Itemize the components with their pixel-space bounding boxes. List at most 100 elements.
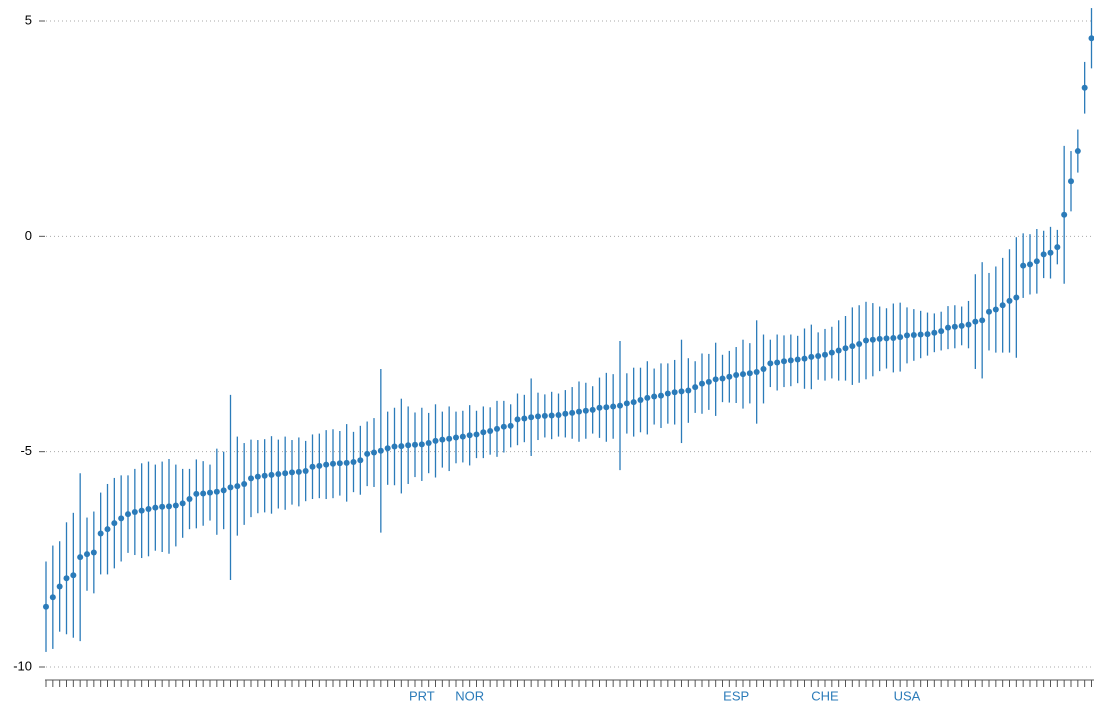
point <box>582 407 589 414</box>
point <box>275 471 282 478</box>
point <box>49 594 56 601</box>
point <box>302 468 309 475</box>
point <box>979 317 986 324</box>
point <box>384 445 391 452</box>
point <box>876 335 883 342</box>
point <box>705 378 712 385</box>
point <box>193 490 200 497</box>
point <box>377 447 384 454</box>
point <box>1033 258 1040 265</box>
point <box>589 406 596 413</box>
point <box>405 442 412 449</box>
point <box>610 403 617 410</box>
point <box>118 515 125 522</box>
point <box>746 370 753 377</box>
point <box>924 331 931 338</box>
point <box>678 388 685 395</box>
point <box>972 318 979 325</box>
point <box>63 575 70 582</box>
point <box>350 459 357 466</box>
point <box>295 468 302 475</box>
point <box>207 489 213 496</box>
x-tick-label: CHE <box>811 688 839 703</box>
point <box>555 412 562 419</box>
point <box>282 470 289 477</box>
point <box>254 473 261 480</box>
point <box>159 503 166 510</box>
point <box>828 349 835 356</box>
point <box>787 357 794 364</box>
point <box>521 415 528 422</box>
point <box>671 389 678 396</box>
point <box>227 484 234 491</box>
point <box>494 425 500 432</box>
point <box>90 549 97 556</box>
point <box>145 505 152 512</box>
point <box>965 321 972 328</box>
point <box>664 390 671 397</box>
point <box>200 490 207 497</box>
point <box>897 334 904 341</box>
point <box>856 341 863 347</box>
point <box>371 449 377 456</box>
point <box>43 603 49 610</box>
x-tick-label: PRT <box>409 688 435 703</box>
point <box>842 345 849 352</box>
point <box>446 435 453 442</box>
point <box>500 423 507 430</box>
point <box>904 332 910 339</box>
point <box>453 434 459 441</box>
y-tick-label: -5 <box>20 443 32 458</box>
point <box>459 433 466 440</box>
point <box>999 302 1006 309</box>
point <box>917 331 924 338</box>
point <box>364 450 371 457</box>
point <box>56 583 63 590</box>
point <box>760 365 767 372</box>
point <box>637 396 644 403</box>
point <box>869 336 876 343</box>
point <box>726 373 733 380</box>
point <box>719 375 726 382</box>
point <box>1027 261 1033 268</box>
point <box>1088 35 1094 42</box>
point <box>992 306 999 313</box>
point <box>685 387 692 394</box>
point <box>753 368 760 375</box>
point <box>1013 294 1020 301</box>
point <box>938 328 945 335</box>
point <box>945 324 951 331</box>
point <box>986 308 992 315</box>
point <box>596 404 603 411</box>
point <box>70 572 77 579</box>
point <box>644 394 651 401</box>
point <box>794 356 801 363</box>
point <box>77 554 84 561</box>
x-tick-label: USA <box>894 688 921 703</box>
point <box>1006 297 1013 304</box>
point <box>1047 249 1054 256</box>
point <box>801 355 808 362</box>
point <box>630 399 637 406</box>
point <box>268 471 275 478</box>
point <box>692 384 699 391</box>
point <box>1074 148 1081 155</box>
point <box>357 457 364 464</box>
point <box>261 472 268 479</box>
point <box>535 413 541 420</box>
point <box>186 496 193 503</box>
point <box>1054 244 1061 251</box>
point <box>473 431 480 438</box>
point <box>97 530 104 537</box>
point <box>343 459 350 466</box>
point <box>651 393 658 400</box>
point <box>84 551 90 558</box>
point <box>391 443 398 450</box>
y-tick-label: 5 <box>25 12 32 27</box>
y-tick-label: -10 <box>13 658 32 673</box>
point <box>323 461 330 468</box>
point <box>699 380 705 387</box>
point <box>487 427 494 434</box>
point <box>712 376 719 383</box>
point <box>733 372 740 379</box>
